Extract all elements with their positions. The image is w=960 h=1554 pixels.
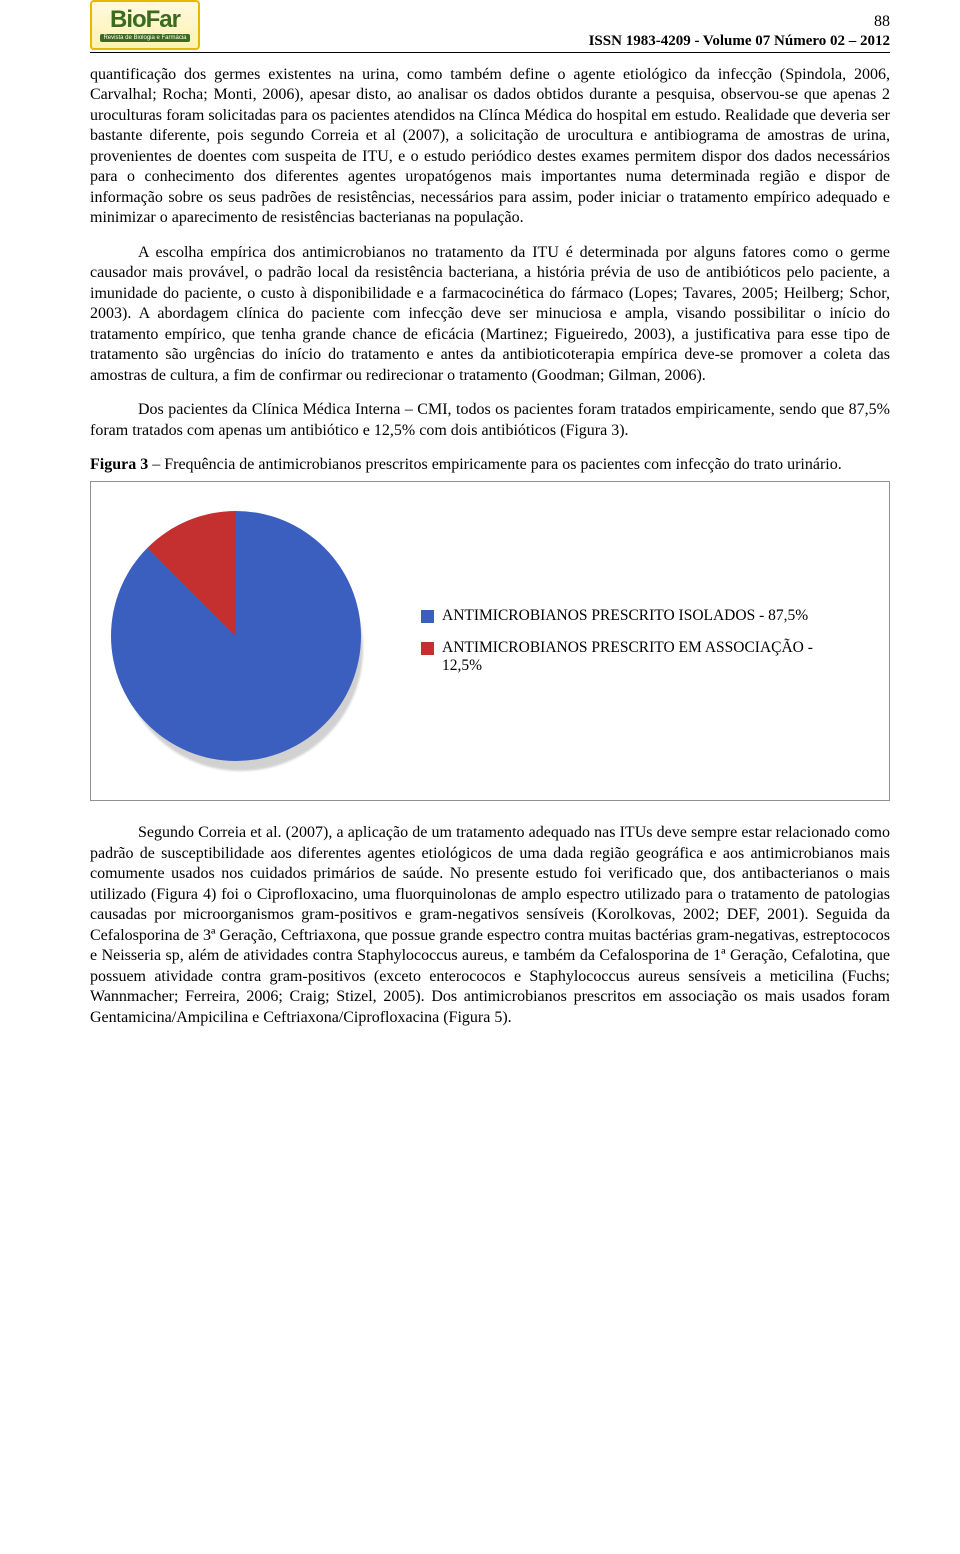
page-header: BioFar Revista de Biologia e Farmácia 88… bbox=[90, 0, 890, 53]
figure-3-chart: ANTIMICROBIANOS PRESCRITO ISOLADOS - 87,… bbox=[90, 481, 890, 801]
paragraph-2: A escolha empírica dos antimicrobianos n… bbox=[90, 243, 890, 386]
pie-chart bbox=[111, 511, 371, 771]
figure-3-caption: Figura 3 – Frequência de antimicrobianos… bbox=[90, 455, 890, 475]
paragraph-3: Dos pacientes da Clínica Médica Interna … bbox=[90, 400, 890, 441]
legend-swatch bbox=[421, 642, 434, 655]
page-number: 88 bbox=[589, 13, 890, 31]
legend-label: ANTIMICROBIANOS PRESCRITO ISOLADOS - 87,… bbox=[442, 607, 808, 625]
logo-subtitle: Revista de Biologia e Farmácia bbox=[100, 34, 189, 42]
pie-slices bbox=[111, 511, 361, 761]
legend-item: ANTIMICROBIANOS PRESCRITO ISOLADOS - 87,… bbox=[421, 607, 821, 625]
figure-3-text: – Frequência de antimicrobianos prescrit… bbox=[148, 456, 842, 473]
legend-label: ANTIMICROBIANOS PRESCRITO EM ASSOCIAÇÃO … bbox=[442, 639, 821, 675]
paragraph-4: Segundo Correia et al. (2007), a aplicaç… bbox=[90, 823, 890, 1028]
journal-logo: BioFar Revista de Biologia e Farmácia bbox=[90, 0, 200, 50]
paragraph-1: quantificação dos germes existentes na u… bbox=[90, 65, 890, 229]
logo-text: BioFar bbox=[110, 8, 180, 32]
chart-legend: ANTIMICROBIANOS PRESCRITO ISOLADOS - 87,… bbox=[421, 593, 821, 689]
legend-swatch bbox=[421, 610, 434, 623]
issn-line: ISSN 1983-4209 - Volume 07 Número 02 – 2… bbox=[589, 33, 890, 50]
header-right: 88 ISSN 1983-4209 - Volume 07 Número 02 … bbox=[589, 13, 890, 50]
figure-3-label: Figura 3 bbox=[90, 456, 148, 473]
legend-item: ANTIMICROBIANOS PRESCRITO EM ASSOCIAÇÃO … bbox=[421, 639, 821, 675]
